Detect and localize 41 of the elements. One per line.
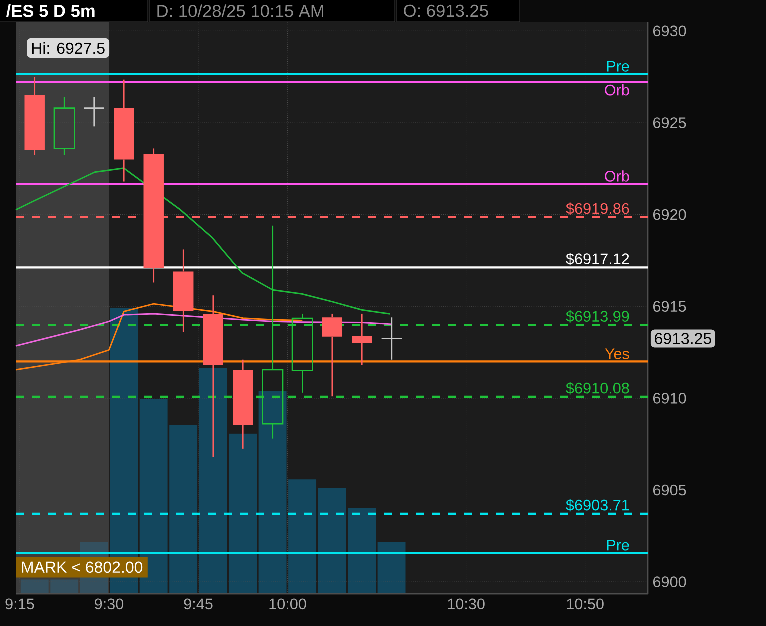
x-tick-label: 9:45 [184,598,213,610]
ref-line-label: $6917.12 [566,253,630,266]
x-tick-label: 9:15 [6,598,34,610]
ref-line-label: Orb [605,84,630,96]
candlestick [84,96,106,128]
candlestick [233,359,254,450]
ref-line-label: $6903.71 [566,499,630,512]
candlestick [24,76,45,156]
text: O: 6913.25 [404,4,488,18]
y-tick-label: 6900 [653,576,686,588]
y-tick-label: 6920 [653,209,686,220]
y-tick-label: 6915 [653,301,686,312]
annotation: Hi: 6927.5 [32,42,105,54]
ref-line-label: Orb [605,170,630,182]
chart-title: /ES 5 D 5m [6,4,95,18]
candlestick [54,96,76,156]
y-tick-label: 6910 [653,393,686,404]
ref-line-label: $6919.86 [566,202,630,216]
text: 6913.25 [655,333,712,344]
candlestick [114,79,134,182]
ref-line-label: Pre [607,540,630,551]
ref-line-label: $6910.08 [566,382,630,395]
candlestick [173,249,194,333]
x-tick-label: 10:50 [567,598,604,610]
y-tick-label: 6925 [653,118,686,128]
x-tick-label: 10:00 [270,598,306,610]
annotation: MARK < 6802.00 [22,562,143,574]
candlestick [381,316,403,361]
candlestick [322,313,343,398]
ref-line-label: Pre [607,61,630,72]
x-tick-label: 10:30 [448,598,485,610]
x-tick-label: 9:30 [95,598,124,610]
chart-subtitle: D: 10/28/25 10:15 AM [158,4,324,18]
bar [378,542,406,594]
candlestick [352,313,372,366]
line-series [15,313,393,347]
y-tick-label: 6905 [653,484,686,496]
ref-line-label: $6913.99 [566,310,630,323]
ref-line-label: Yes [605,348,630,360]
candlestick [203,294,224,458]
y-tick-label: 6930 [653,26,686,37]
